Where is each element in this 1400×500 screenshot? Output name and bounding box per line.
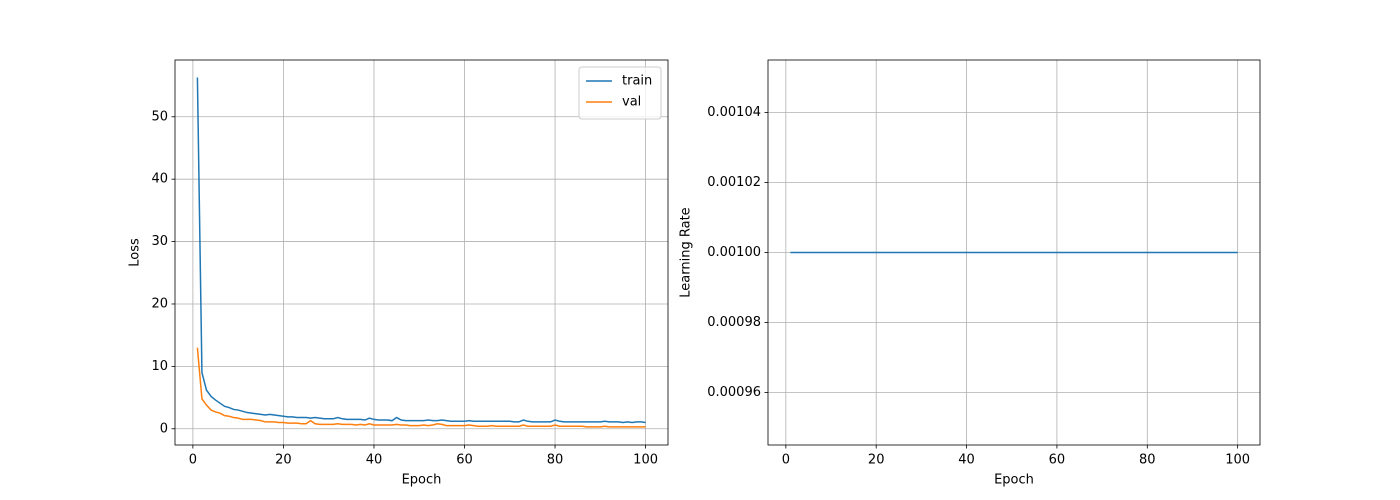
legend-box [578, 66, 662, 120]
y-tick-label: 10 [151, 359, 168, 374]
y-tick-label: 0 [160, 421, 168, 436]
axes-frame [767, 59, 1261, 446]
x-tick-label: 80 [547, 453, 564, 468]
x-tick-label: 20 [868, 453, 885, 468]
x-tick-label: 40 [958, 453, 975, 468]
y-tick-label: 0.00102 [707, 175, 761, 190]
y-tick-label: 0.00100 [707, 245, 761, 260]
y-tick-label: 0.00098 [707, 315, 761, 330]
y-tick-label: 30 [151, 234, 168, 249]
axes-frame [174, 59, 669, 446]
y-tick-label: 0.00096 [707, 385, 761, 400]
y-tick-label: 50 [151, 109, 168, 124]
y-tick-label: 0.00104 [707, 105, 761, 120]
y-axis-label: Loss [128, 238, 143, 267]
legend-label: train [622, 74, 652, 89]
y-tick-label: 40 [151, 172, 168, 187]
x-tick-label: 100 [1225, 453, 1250, 468]
x-axis-label: Epoch [994, 473, 1034, 488]
x-tick-label: 100 [633, 453, 658, 468]
line [196, 77, 646, 424]
x-axis-label: Epoch [402, 473, 442, 488]
x-tick-label: 60 [456, 453, 473, 468]
y-axis-label: Learning Rate [679, 207, 694, 297]
x-tick-label: 0 [782, 453, 790, 468]
line [196, 347, 646, 428]
x-tick-label: 80 [1139, 453, 1156, 468]
x-tick-label: 40 [366, 453, 383, 468]
x-tick-label: 60 [1049, 453, 1066, 468]
x-tick-label: 20 [275, 453, 292, 468]
legend-label: val [622, 95, 641, 110]
x-tick-label: 0 [189, 453, 197, 468]
y-tick-label: 20 [151, 296, 168, 311]
